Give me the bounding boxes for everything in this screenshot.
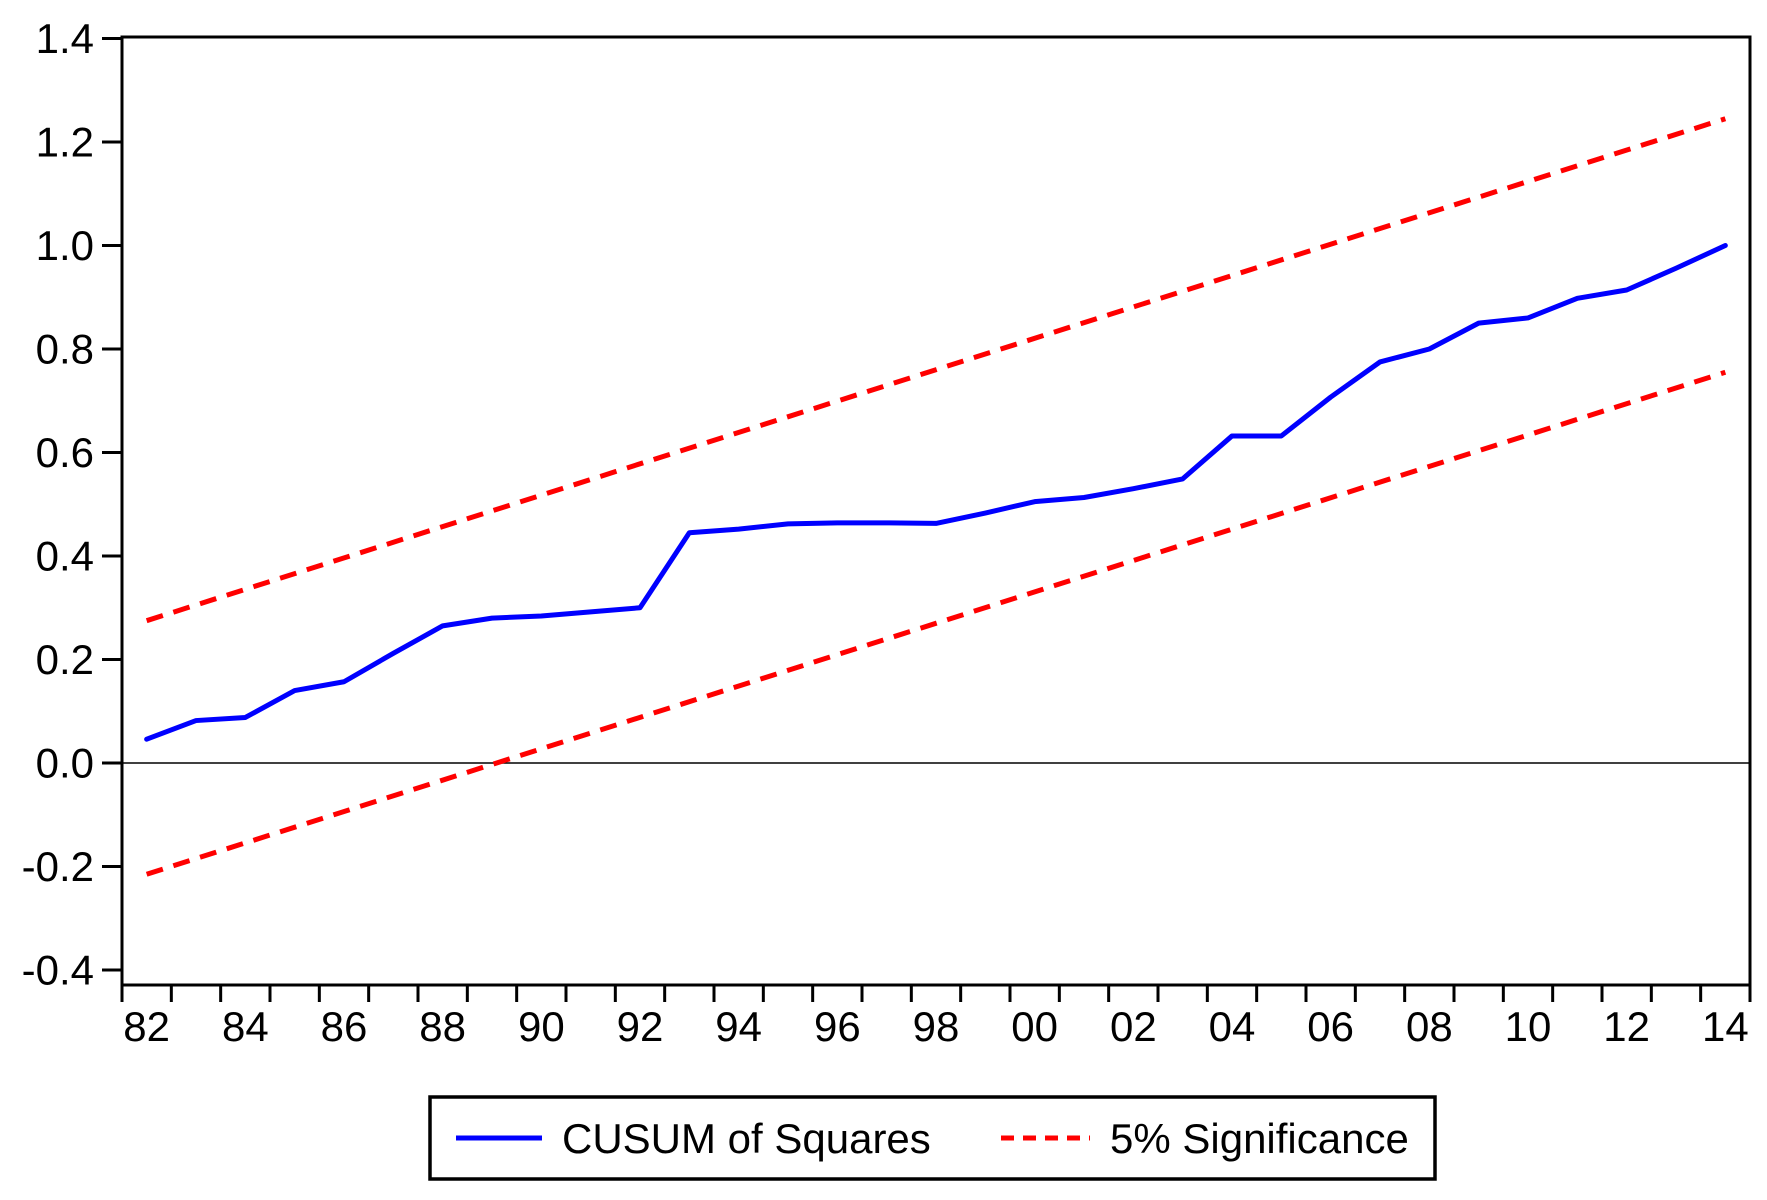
x-tick-label: 12 bbox=[1603, 1003, 1650, 1050]
plot-area: -0.4 -0.2 0.0 0.2 0.4 0.6 0.8 1.0 1.2 1.4 82 84 86 88… bbox=[22, 15, 1752, 1050]
y-tick-label: 0.0 bbox=[36, 740, 94, 787]
y-tick-label: -0.2 bbox=[22, 843, 94, 890]
x-tick-label: 98 bbox=[913, 1003, 960, 1050]
x-tick-label: 04 bbox=[1209, 1003, 1256, 1050]
x-tick-label: 08 bbox=[1406, 1003, 1453, 1050]
y-tick-label: 0.2 bbox=[36, 636, 94, 683]
y-tick-label: 1.0 bbox=[36, 222, 94, 269]
x-tick-label: 82 bbox=[123, 1003, 170, 1050]
x-tick-label: 02 bbox=[1110, 1003, 1157, 1050]
y-tick-label: 1.4 bbox=[36, 15, 94, 62]
x-tick-label: 88 bbox=[419, 1003, 466, 1050]
x-tick-label: 06 bbox=[1307, 1003, 1354, 1050]
significance-upper-line bbox=[145, 116, 1727, 624]
significance-lower-line bbox=[145, 369, 1727, 877]
x-tick-label: 10 bbox=[1505, 1003, 1552, 1050]
legend-box bbox=[428, 1095, 1437, 1181]
legend-significance-label: 5% Significance bbox=[1110, 1115, 1409, 1162]
y-tick-label: -0.4 bbox=[22, 947, 94, 994]
y-tick-label: 0.6 bbox=[36, 429, 94, 476]
x-tick-label: 90 bbox=[518, 1003, 565, 1050]
y-tick-label: 1.2 bbox=[36, 119, 94, 166]
x-tick-label: 86 bbox=[321, 1003, 368, 1050]
x-tick-label: 84 bbox=[222, 1003, 269, 1050]
legend: CUSUM of Squares 5% Significance bbox=[428, 1095, 1437, 1181]
plot-frame bbox=[120, 35, 1752, 987]
y-tick-label: 0.4 bbox=[36, 533, 94, 580]
x-tick-label: 96 bbox=[814, 1003, 861, 1050]
y-tick-label: 0.8 bbox=[36, 326, 94, 373]
legend-cusum-label: CUSUM of Squares bbox=[562, 1115, 931, 1162]
x-tick-label: 92 bbox=[617, 1003, 664, 1050]
x-tick-label: 00 bbox=[1011, 1003, 1058, 1050]
x-tick-label: 14 bbox=[1702, 1003, 1749, 1050]
x-tick-label: 94 bbox=[715, 1003, 762, 1050]
cusum-line bbox=[144, 243, 1728, 742]
